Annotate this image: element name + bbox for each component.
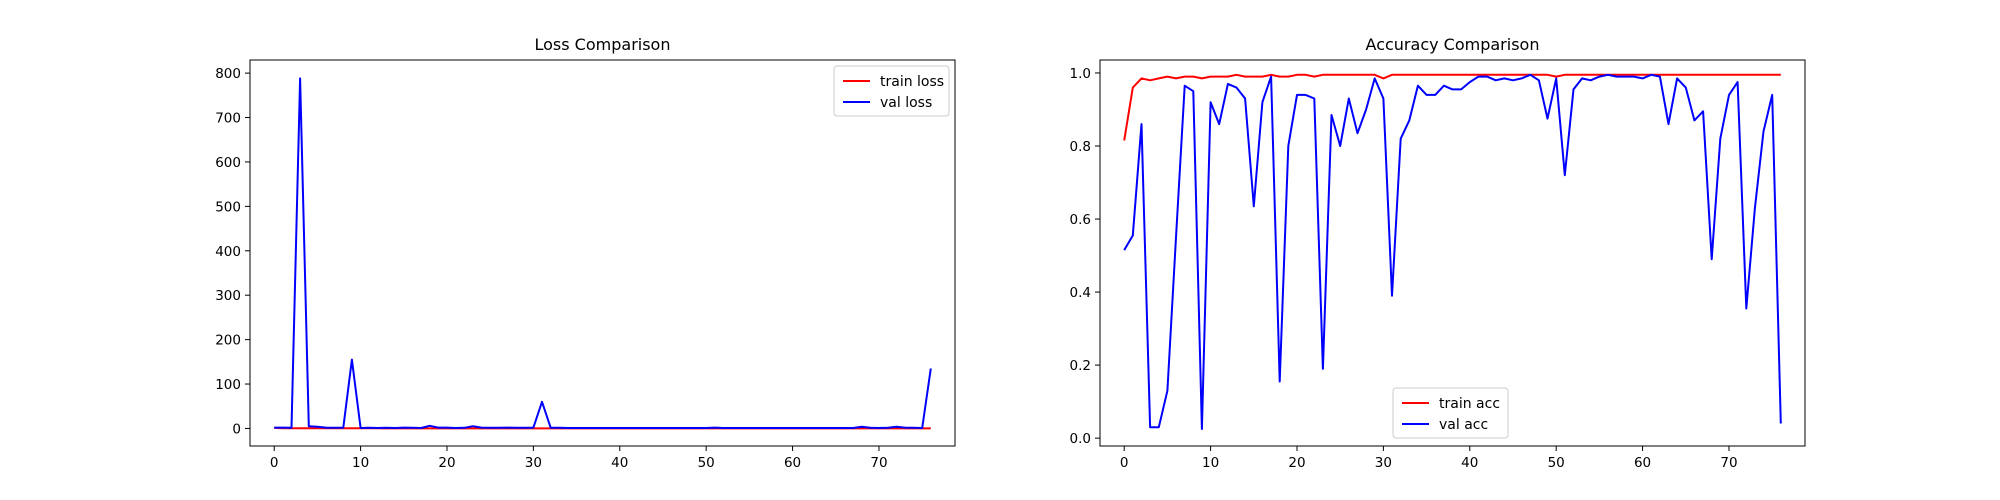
accuracy-x-tick-label: 70 (1720, 455, 1737, 471)
loss-legend-label: train loss (880, 74, 944, 90)
accuracy-legend-label: val acc (1439, 417, 1488, 433)
accuracy-y-tick-label: 0.6 (1070, 212, 1091, 228)
accuracy-y-tick-label: 1.0 (1070, 66, 1091, 82)
loss-x-tick-label: 60 (784, 455, 801, 471)
accuracy-legend: train acc val acc (1392, 387, 1509, 439)
accuracy-x-tick-label: 20 (1288, 455, 1305, 471)
accuracy-x-tick-label: 50 (1548, 455, 1565, 471)
accuracy-series-line-val-acc (1123, 73, 1782, 430)
loss-x-tick-label: 50 (698, 455, 715, 471)
loss-y-tick-label: 0 (232, 421, 241, 437)
accuracy-comparison-chart: Accuracy Comparison 0 10 20 30 40 50 60 70 0.0 0.2… (1070, 35, 1806, 471)
accuracy-x-tick-label: 60 (1634, 455, 1651, 471)
loss-y-tick-label: 300 (215, 288, 241, 304)
loss-legend-box (833, 65, 950, 117)
accuracy-x-tick-label: 0 (1120, 455, 1129, 471)
loss-y-tick-label: 400 (215, 244, 241, 260)
loss-series-line-val-loss (274, 77, 932, 429)
loss-x-tick-label: 10 (352, 455, 369, 471)
loss-x-tick-label: 0 (270, 455, 279, 471)
loss-axes-frame (249, 59, 956, 447)
accuracy-chart-title: Accuracy Comparison (1366, 35, 1540, 54)
accuracy-y-tick-label: 0.4 (1070, 285, 1091, 301)
accuracy-y-tick-label: 0.8 (1070, 139, 1091, 155)
loss-x-tick-label: 40 (611, 455, 628, 471)
accuracy-legend-box (1392, 387, 1509, 439)
loss-y-tick-label: 100 (215, 377, 241, 393)
loss-y-tick-label: 200 (215, 333, 241, 349)
accuracy-y-tick-label: 0.2 (1070, 358, 1091, 374)
loss-legend-label: val loss (880, 95, 932, 111)
accuracy-series-line-train-acc (1123, 73, 1781, 141)
accuracy-x-tick-label: 30 (1375, 455, 1392, 471)
loss-x-tick-label: 30 (525, 455, 542, 471)
accuracy-x-tick-label: 40 (1461, 455, 1478, 471)
accuracy-y-tick-label: 0.0 (1070, 431, 1091, 447)
loss-y-tick-label: 600 (215, 155, 241, 171)
loss-legend: train loss val loss (833, 65, 950, 117)
accuracy-axes-frame (1099, 59, 1806, 447)
loss-x-tick-label: 20 (438, 455, 455, 471)
loss-y-tick-label: 700 (215, 111, 241, 127)
accuracy-legend-label: train acc (1439, 396, 1500, 412)
loss-y-tick-label: 800 (215, 66, 241, 82)
accuracy-x-tick-label: 10 (1202, 455, 1219, 471)
loss-y-tick-label: 500 (215, 199, 241, 215)
loss-x-tick-label: 70 (870, 455, 887, 471)
loss-chart-title: Loss Comparison (535, 35, 671, 54)
